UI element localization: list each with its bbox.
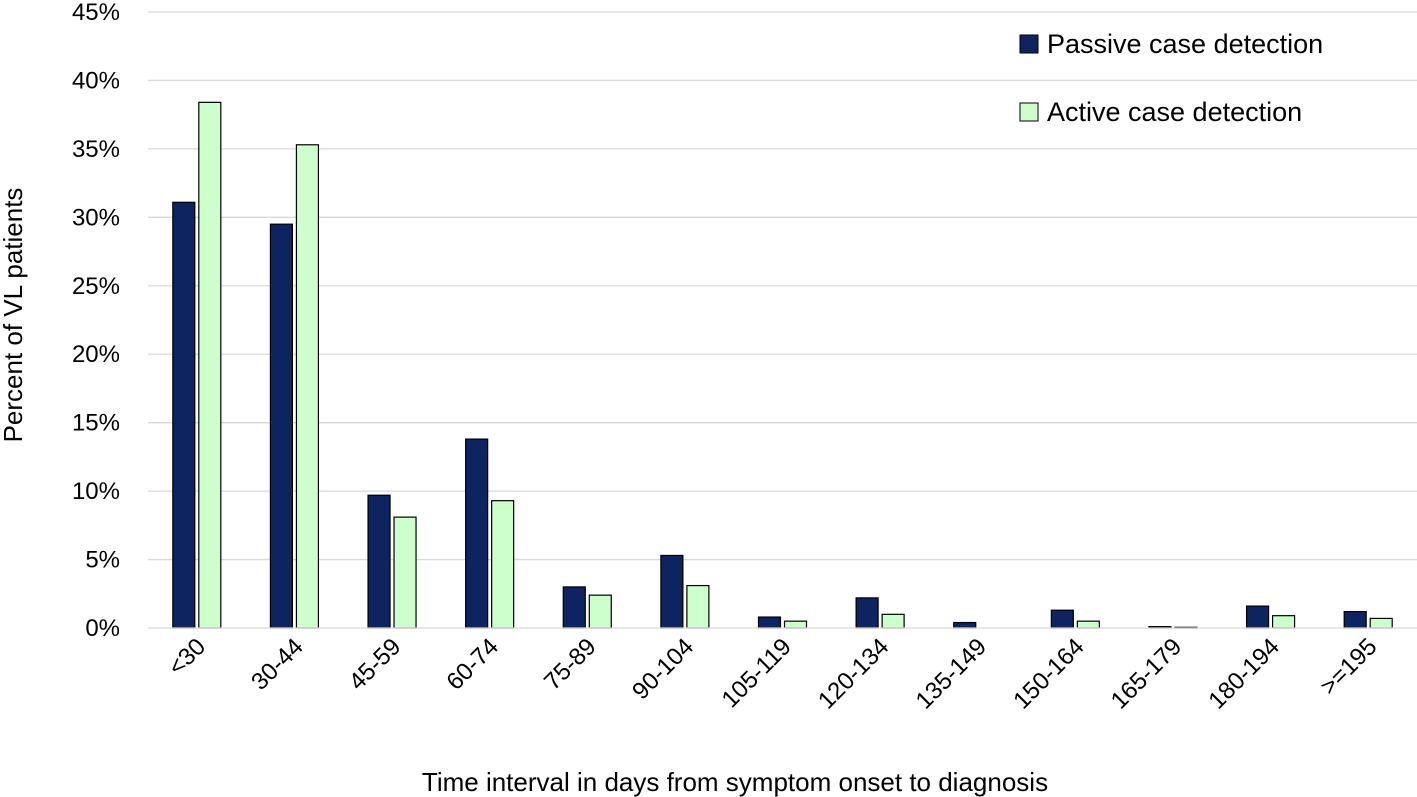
y-axis-ticks: 0% 5% 10% 15% 20% 25% 30% 35% 40% 45% <box>72 0 120 642</box>
bar-passive <box>367 494 391 629</box>
bar-passive <box>1245 605 1270 629</box>
legend: Passive case detection Active case detec… <box>1019 29 1323 127</box>
x-tick-label: 30-44 <box>246 633 309 696</box>
x-tick-label: 90-104 <box>627 633 699 705</box>
bar-passive <box>172 201 196 629</box>
bar-active <box>588 594 612 629</box>
x-tick-label: 180-194 <box>1203 633 1284 714</box>
x-tick-label: 60-74 <box>441 633 504 696</box>
y-tick-label: 10% <box>72 478 120 505</box>
bar-active <box>491 500 515 629</box>
bar-active <box>1076 620 1100 629</box>
y-tick-label: 30% <box>72 204 120 231</box>
y-tick-label: 25% <box>72 273 120 300</box>
x-axis-ticks: <30 30-44 45-59 60-74 75-89 90-104 105-119 120-… <box>163 633 1382 714</box>
bar-active <box>198 101 222 629</box>
x-axis-title: Time interval in days from symptom onset… <box>422 767 1048 797</box>
bar-active <box>295 144 320 629</box>
legend-swatch-passive <box>1019 34 1039 54</box>
legend-label-passive: Passive case detection <box>1047 29 1323 59</box>
bar-passive <box>465 438 489 629</box>
bar-passive <box>855 597 879 629</box>
x-tick-label: >=195 <box>1315 633 1382 700</box>
y-tick-label: 0% <box>85 615 120 642</box>
y-tick-label: 45% <box>72 0 120 26</box>
y-tick-label: 15% <box>72 410 120 437</box>
bar-passive <box>953 621 977 629</box>
bar-passive <box>660 554 684 629</box>
y-tick-label: 40% <box>72 67 120 94</box>
bar-active <box>1369 617 1393 629</box>
x-tick-label: 45-59 <box>344 633 407 696</box>
y-tick-label: 5% <box>85 547 120 574</box>
bars <box>172 101 1393 629</box>
x-tick-label: 150-164 <box>1008 633 1089 714</box>
bar-active <box>881 613 905 629</box>
gridlines <box>148 11 1417 561</box>
bar-passive <box>1050 609 1074 629</box>
bar-passive <box>757 616 782 629</box>
bar-active <box>783 620 808 629</box>
x-tick-label: 75-89 <box>539 633 602 696</box>
bar-active <box>393 516 417 629</box>
bar-passive <box>562 586 586 629</box>
x-tick-label: <30 <box>163 633 211 681</box>
bar-active <box>1271 615 1296 629</box>
y-tick-label: 35% <box>72 136 120 163</box>
x-tick-label: 105-119 <box>717 633 797 713</box>
legend-label-active: Active case detection <box>1047 97 1302 127</box>
x-tick-label: 165-179 <box>1106 633 1187 714</box>
bar-passive <box>1343 610 1367 629</box>
y-tick-label: 20% <box>72 341 120 368</box>
bar-active <box>686 584 710 629</box>
x-tick-label: 135-149 <box>911 633 992 714</box>
bar-passive <box>269 223 294 629</box>
x-tick-label: 120-134 <box>813 633 894 714</box>
y-axis-title: Percent of VL patients <box>0 188 28 443</box>
legend-swatch-active <box>1019 102 1039 122</box>
